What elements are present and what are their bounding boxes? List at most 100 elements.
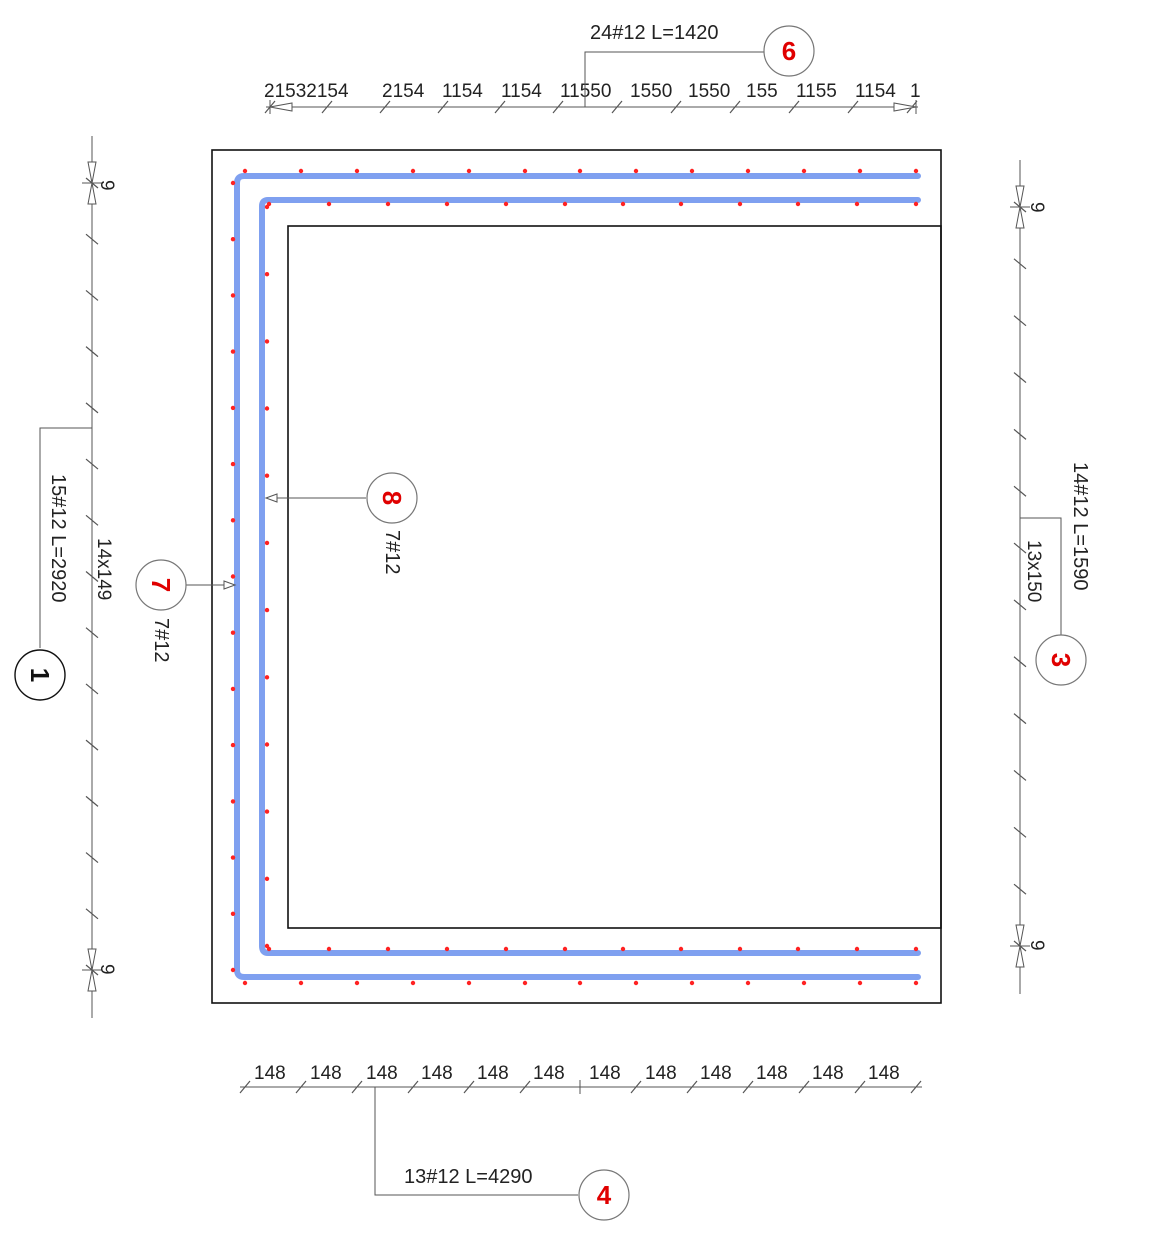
bottom-dim-label: 148 <box>366 1063 398 1084</box>
bar-dot <box>230 293 236 298</box>
bar-dot <box>264 607 270 613</box>
bar-dot <box>854 946 860 952</box>
bar-dot <box>230 574 236 579</box>
right-dim-tick <box>1013 542 1027 554</box>
left-dim-tick <box>85 402 99 414</box>
right-dim-end-top: 9 <box>1026 202 1047 213</box>
top-dim-arrow <box>893 102 917 112</box>
bar-dot <box>264 742 270 747</box>
bottom-dim-label: 148 <box>812 1063 844 1084</box>
bar-dot <box>633 980 639 986</box>
top-dim-label: 2154 <box>382 81 425 102</box>
bar-dot <box>264 473 270 478</box>
tag-7-bubble <box>135 559 187 611</box>
tag-1: 15#12 L=2920 1 <box>14 427 92 701</box>
tag-7-arrowhead <box>223 580 237 590</box>
bottom-dim-label: 148 <box>756 1063 788 1084</box>
bottom-dim-tick <box>295 1080 307 1094</box>
right-dim-tick <box>1013 713 1027 725</box>
bar-dot <box>326 201 332 207</box>
top-dim-label: 1155 <box>796 81 837 102</box>
bar-dot <box>326 946 332 952</box>
top-dim-tick <box>379 100 391 114</box>
bar-dot <box>230 855 236 860</box>
tag-6-number: 6 <box>782 36 796 66</box>
tag-8-text: 7#12 <box>381 530 403 575</box>
left-dim-tick <box>85 346 99 358</box>
tag-3-text: 14#12 L=1590 <box>1069 462 1091 590</box>
right-dim-tick <box>1013 372 1027 383</box>
bottom-dim-label: 148 <box>421 1063 453 1084</box>
bar-dot <box>801 168 807 174</box>
top-dim-tick <box>847 100 859 114</box>
bar-dot <box>410 168 416 174</box>
bar-dot <box>577 168 583 174</box>
top-dimension-labels: 21532154 2154 1154 1154 11550 1550 1550 … <box>264 81 921 102</box>
bar-dot <box>264 540 270 546</box>
bottom-dim-tick <box>519 1080 531 1094</box>
bottom-dim-label: 148 <box>533 1063 565 1084</box>
bar-dot <box>264 876 270 881</box>
bar-dot <box>562 946 568 952</box>
top-dim-tick <box>437 100 449 114</box>
bottom-dim-label: 148 <box>868 1063 900 1084</box>
bar-dot <box>230 180 236 186</box>
outer-u-bar <box>234 173 921 980</box>
bar-dot <box>801 980 807 986</box>
bar-dot <box>354 168 360 174</box>
bar-dot <box>678 946 684 952</box>
top-dim-label: 1154 <box>442 81 483 102</box>
tag-8-number: 8 <box>377 491 407 505</box>
tag-1-number: 1 <box>25 668 55 682</box>
bottom-dim-tick <box>686 1080 698 1094</box>
bottom-dimension-labels: 148 148 148 148 148 148 148 148 148 148 … <box>254 1063 900 1084</box>
bar-dot <box>633 168 639 174</box>
bar-dot <box>854 201 860 207</box>
bar-dot <box>503 946 509 952</box>
inner-u-bar <box>259 197 921 956</box>
left-dim-end-top: 9 <box>96 180 117 191</box>
bar-dot <box>522 168 528 174</box>
bar-dot <box>857 980 863 986</box>
bar-dot <box>230 518 236 523</box>
bar-dot <box>466 168 472 174</box>
tag-6-text: 24#12 L=1420 <box>590 22 718 44</box>
bar-dot <box>264 809 270 814</box>
bar-dot <box>913 946 919 952</box>
bar-dot <box>620 201 626 207</box>
left-dim-span: 14x149 <box>93 538 114 600</box>
top-dim-tick <box>611 100 623 114</box>
left-dim-tick <box>85 908 99 920</box>
tag-6: 24#12 L=1420 6 <box>584 22 815 107</box>
tag-8-arrowhead <box>264 493 278 503</box>
bar-dot <box>230 686 236 692</box>
bottom-dim-tick <box>742 1080 754 1094</box>
bar-dot <box>745 168 751 174</box>
bottom-dim-label: 148 <box>700 1063 732 1084</box>
bar-dot <box>298 980 304 986</box>
bar-dot <box>444 201 450 207</box>
bar-dot <box>264 204 270 210</box>
left-dim-tick <box>85 683 99 695</box>
left-dim-arrow <box>87 182 97 205</box>
bar-dot <box>913 168 919 174</box>
right-dim-tick <box>1013 599 1027 611</box>
bottom-dim-tick <box>854 1080 866 1094</box>
tag-4-bubble <box>578 1169 630 1221</box>
bar-dot <box>795 201 801 207</box>
bottom-dim-label: 148 <box>645 1063 677 1084</box>
left-dim-end-bottom: 9 <box>96 964 117 975</box>
top-dim-label: 1550 <box>630 81 672 102</box>
top-dim-label: 155 <box>746 81 778 102</box>
top-dim-label: 1154 <box>855 81 896 102</box>
top-dim-label: 11550 <box>560 81 611 102</box>
left-dim-tick <box>85 514 99 526</box>
top-dim-tick <box>729 100 741 114</box>
bar-dot <box>230 911 236 916</box>
left-dim-tick <box>85 739 99 751</box>
right-dim-tick <box>1013 883 1027 895</box>
tag-6-bubble <box>763 25 815 77</box>
tag-7: 7 7#12 <box>135 559 237 663</box>
tag-3-number: 3 <box>1046 653 1076 667</box>
